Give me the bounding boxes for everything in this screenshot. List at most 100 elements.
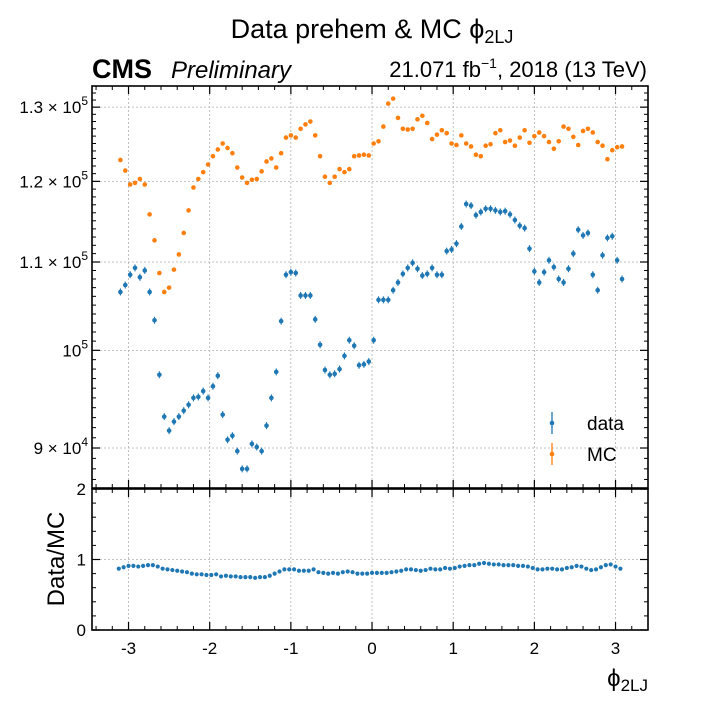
data-point [595, 287, 600, 293]
data-point [434, 272, 440, 278]
mc-point [351, 153, 357, 159]
ratio-point [360, 571, 365, 576]
mc-point [541, 133, 547, 139]
x-tick-label: 1 [448, 639, 457, 658]
ratio-point [116, 566, 121, 571]
mc-point [580, 128, 586, 134]
mc-point [571, 134, 576, 140]
mc-point [147, 212, 152, 217]
mc-point [312, 133, 318, 138]
ratio-point [272, 571, 277, 576]
mc-point [527, 140, 532, 146]
ratio-point [438, 567, 443, 572]
mc-point [293, 135, 299, 140]
data-point [410, 260, 415, 266]
mc-point [444, 130, 450, 136]
mc-point [322, 174, 328, 180]
data-point [298, 293, 303, 298]
mc-point [181, 230, 187, 236]
mc-point [493, 130, 498, 136]
mc-point [205, 162, 211, 167]
mc-point [342, 169, 347, 175]
mc-point [371, 141, 376, 146]
ratio-point [540, 567, 545, 572]
mc-point [230, 150, 235, 156]
data-point [137, 274, 143, 280]
data-point [176, 414, 182, 419]
mc-point [395, 115, 401, 121]
mc-point [590, 130, 596, 135]
data-point [127, 272, 133, 278]
data-point [376, 297, 381, 303]
cms-label: CMS [92, 54, 152, 84]
mc-point [244, 180, 250, 186]
mc-point [127, 182, 133, 187]
mc-point [269, 156, 274, 161]
data-point [293, 270, 299, 276]
ratio-point [442, 565, 448, 571]
ratio-point [335, 571, 341, 576]
data-point [575, 227, 581, 233]
data-point [152, 317, 157, 323]
mc-point [575, 142, 581, 148]
ratio-point [145, 563, 151, 568]
data-point [288, 269, 294, 275]
mc-point [186, 208, 191, 213]
data-point [171, 419, 177, 424]
x-tick-label: 3 [611, 639, 620, 658]
data-point [609, 233, 615, 239]
ratio-point [399, 568, 404, 573]
data-point [512, 217, 518, 223]
mc-point [502, 139, 508, 145]
ratio-point [618, 566, 623, 571]
legend: data MC [549, 412, 624, 466]
data-point [556, 276, 562, 282]
ratio-point [477, 561, 482, 566]
mc-point [356, 153, 362, 158]
data-point [561, 280, 566, 285]
data-point [600, 252, 605, 258]
ratio-point [277, 569, 282, 574]
ratio-point [136, 564, 141, 569]
mc-point [176, 252, 182, 257]
ratio-point [593, 567, 599, 572]
data-point [269, 395, 274, 401]
ratio-point [189, 571, 194, 576]
mc-point [337, 166, 342, 172]
main-plot-points [118, 96, 625, 473]
data-point [312, 317, 318, 322]
ratio-point [516, 563, 521, 568]
mc-point [415, 117, 420, 122]
legend-label-data: data [587, 414, 624, 435]
data-point [322, 367, 328, 373]
mc-point [215, 147, 221, 152]
ratio-point [282, 567, 287, 572]
ratio-point [467, 563, 472, 568]
data-point [605, 235, 610, 241]
main-grid [92, 86, 648, 488]
ratio-point [574, 563, 579, 568]
ratio-point [550, 566, 555, 571]
data-point [142, 268, 148, 273]
ratio-point [345, 569, 350, 574]
mc-point [220, 141, 225, 146]
data-point [366, 359, 372, 364]
ratio-point [209, 572, 214, 578]
data-point [157, 372, 162, 378]
data-point [147, 289, 152, 295]
data-point [230, 433, 235, 439]
ratio-point [175, 568, 180, 573]
mc-point [239, 175, 245, 180]
data-point [122, 282, 128, 288]
ratio-point [248, 575, 253, 580]
ratio-axes: -3 -2 -1 0 1 2 3 0 1 2 [77, 480, 648, 658]
mc-point [278, 150, 284, 156]
ratio-point [350, 570, 355, 575]
mc-point [152, 238, 157, 243]
data-point [493, 208, 498, 213]
mc-point [332, 174, 337, 180]
data-point [381, 297, 386, 303]
ratio-point [413, 567, 418, 573]
ratio-point [326, 571, 331, 576]
mc-point [405, 127, 411, 132]
